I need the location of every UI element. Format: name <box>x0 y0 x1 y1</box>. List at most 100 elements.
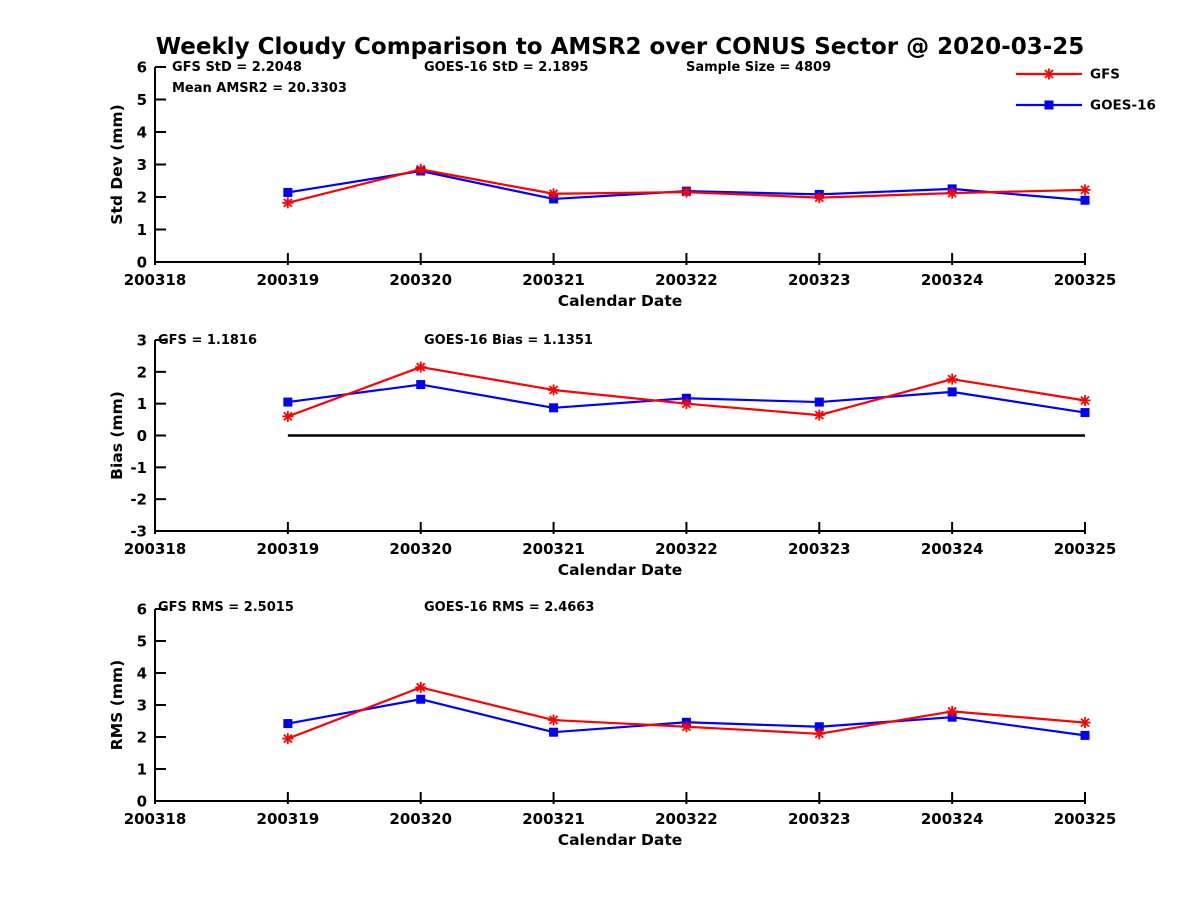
x-axis-label-rms: Calendar Date <box>558 831 683 849</box>
annotation-mean-amsr2: Mean AMSR2 = 20.3303 <box>172 81 347 96</box>
y-tick-label: -2 <box>130 491 147 509</box>
x-tick-label: 200323 <box>788 810 851 828</box>
annotation-goes16-std: GOES-16 StD = 2.1895 <box>424 60 588 75</box>
x-tick-label: 200322 <box>655 271 718 289</box>
legend-goes16-label: GOES-16 <box>1090 98 1156 114</box>
x-axis-label-stddev: Calendar Date <box>558 292 683 310</box>
goes16-marker <box>814 397 824 407</box>
goes16-marker <box>549 403 559 413</box>
x-tick-label: 200322 <box>655 540 718 558</box>
y-tick-label: 5 <box>137 633 147 651</box>
goes16-marker <box>947 712 957 722</box>
x-tick-label: 200322 <box>655 810 718 828</box>
y-tick-label: -1 <box>130 459 147 477</box>
annotation-goes16-bias: GOES-16 Bias = 1.1351 <box>424 333 593 348</box>
x-tick-label: 200323 <box>788 540 851 558</box>
goes16-marker <box>416 380 426 390</box>
gfs-line <box>287 168 1086 204</box>
annotation-gfs-rms: GFS RMS = 2.5015 <box>158 600 294 615</box>
gfs-marker <box>548 188 560 200</box>
gfs-marker <box>813 192 825 204</box>
x-tick-label: 200324 <box>921 540 984 558</box>
axis-spines <box>154 67 1085 263</box>
x-tick-label: 200324 <box>921 810 984 828</box>
x-tick-label: 200319 <box>257 810 320 828</box>
gfs-marker <box>946 705 958 717</box>
y-axis-label-rms: RMS (mm) <box>108 660 126 750</box>
x-tick-label: 200321 <box>522 271 585 289</box>
annotation-sample-size: Sample Size = 4809 <box>686 60 831 75</box>
x-tick-label: 200325 <box>1054 810 1117 828</box>
gfs-marker <box>1079 717 1091 729</box>
x-tick-label: 200319 <box>257 271 320 289</box>
x-tick-label: 200320 <box>389 810 452 828</box>
legend: GFS GOES-16 <box>1016 67 1156 114</box>
gfs-marker <box>548 384 560 396</box>
legend-goes16-square-icon <box>1044 100 1054 110</box>
gfs-marker <box>548 714 560 726</box>
x-tick-label: 200320 <box>389 271 452 289</box>
x-tick-label: 200319 <box>257 540 320 558</box>
x-tick-label: 200318 <box>124 271 187 289</box>
goes16-marker <box>416 694 426 704</box>
annotation-gfs-std: GFS StD = 2.2048 <box>172 60 302 75</box>
y-tick-label: 5 <box>137 91 147 109</box>
goes16-marker <box>549 727 559 737</box>
annotation-gfs-bias: GFS = 1.1816 <box>158 333 257 348</box>
gfs-marker <box>680 721 692 733</box>
goes16-marker <box>1080 408 1090 418</box>
gfs-marker <box>282 197 294 209</box>
y-axis-label-bias: Bias (mm) <box>108 391 126 480</box>
x-tick-label: 200320 <box>389 540 452 558</box>
gfs-marker <box>282 410 294 422</box>
x-tick-label: 200321 <box>522 810 585 828</box>
x-tick-label: 200324 <box>921 271 984 289</box>
goes16-marker <box>1080 195 1090 205</box>
gfs-marker <box>680 398 692 410</box>
gfs-marker <box>282 733 294 745</box>
y-tick-label: 0 <box>137 254 147 272</box>
y-tick-label: 1 <box>137 395 147 413</box>
x-tick-label: 200321 <box>522 540 585 558</box>
x-tick-label: 200325 <box>1054 540 1117 558</box>
y-tick-label: 2 <box>137 363 147 381</box>
gfs-marker <box>415 681 427 693</box>
gfs-marker <box>415 163 427 175</box>
y-axis-label-stddev: Std Dev (mm) <box>108 104 126 224</box>
subplot-rms: 0 1 2 3 4 5 6 200318 200319 200320 200321 200322 200… <box>124 601 1117 829</box>
x-tick-label: 200323 <box>788 271 851 289</box>
y-tick-label: 6 <box>137 601 147 619</box>
gfs-marker <box>415 361 427 373</box>
subplot-bias: -3 -2 -1 0 1 2 3 200318 200319 200320 200321 200322… <box>124 332 1117 559</box>
y-tick-label: 4 <box>137 124 147 142</box>
y-tick-label: 3 <box>137 156 147 174</box>
y-tick-label: 2 <box>137 729 147 747</box>
gfs-marker <box>946 187 958 199</box>
goes16-marker <box>1080 730 1090 740</box>
y-tick-label: 0 <box>137 793 147 811</box>
legend-gfs-label: GFS <box>1090 67 1120 83</box>
goes16-marker <box>283 397 293 407</box>
y-tick-label: 1 <box>137 221 147 239</box>
goes16-marker <box>283 187 293 197</box>
gfs-marker <box>680 186 692 198</box>
x-tick-label: 200318 <box>124 810 187 828</box>
y-tick-label: 1 <box>137 761 147 779</box>
y-tick-label: 4 <box>137 665 147 683</box>
axis-spines <box>154 609 1085 802</box>
x-axis-label-bias: Calendar Date <box>558 561 683 579</box>
y-tick-label: 2 <box>137 189 147 207</box>
gfs-marker <box>1079 184 1091 196</box>
x-tick-label: 200318 <box>124 540 187 558</box>
y-tick-label: 3 <box>137 697 147 715</box>
y-tick-label: 3 <box>137 332 147 350</box>
gfs-marker <box>813 409 825 421</box>
goes16-marker <box>947 387 957 397</box>
y-tick-label: 0 <box>137 427 147 445</box>
legend-gfs-asterisk-icon <box>1043 68 1055 80</box>
figure-title: Weekly Cloudy Comparison to AMSR2 over C… <box>156 34 1085 60</box>
annotation-goes16-rms: GOES-16 RMS = 2.4663 <box>424 600 594 615</box>
gfs-marker <box>946 373 958 385</box>
y-tick-label: -3 <box>130 523 147 541</box>
